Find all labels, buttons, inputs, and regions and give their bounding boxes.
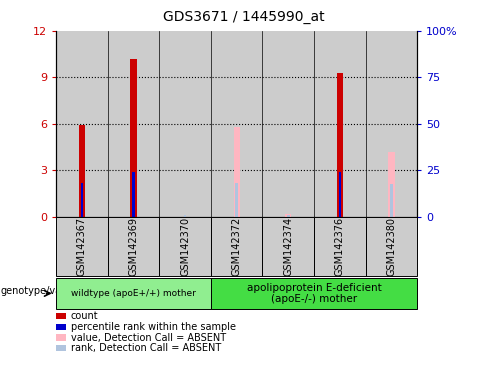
Text: GDS3671 / 1445990_at: GDS3671 / 1445990_at [163,10,325,23]
Text: value, Detection Call = ABSENT: value, Detection Call = ABSENT [71,333,226,343]
Bar [79,126,85,217]
Bar [235,183,238,217]
Bar [366,217,417,276]
Bar [56,217,108,276]
Bar [159,217,211,276]
Text: GSM142367: GSM142367 [77,217,87,276]
Bar [132,172,135,217]
Bar [366,31,417,217]
Text: GSM142369: GSM142369 [128,217,139,276]
Text: genotype/variation: genotype/variation [1,286,94,296]
Bar [56,278,211,309]
Bar [81,183,83,217]
Bar [211,31,263,217]
Bar [211,217,263,276]
Text: wildtype (apoE+/+) mother: wildtype (apoE+/+) mother [71,289,196,298]
Text: GSM142372: GSM142372 [232,217,242,276]
Bar [388,152,394,217]
Bar [56,334,66,341]
Bar [56,324,66,330]
Bar [56,313,66,319]
Bar [390,184,393,217]
Bar [314,31,366,217]
Text: GSM142370: GSM142370 [180,217,190,276]
Text: count: count [71,311,99,321]
Bar [211,278,417,309]
Text: apolipoprotein E-deficient
(apoE-/-) mother: apolipoprotein E-deficient (apoE-/-) mot… [247,283,382,304]
Text: GSM142376: GSM142376 [335,217,345,276]
Bar [159,31,211,217]
Bar [184,215,186,217]
Bar [337,73,343,217]
Bar [108,31,159,217]
Text: rank, Detection Call = ABSENT: rank, Detection Call = ABSENT [71,343,221,353]
Bar [314,217,366,276]
Text: GSM142380: GSM142380 [386,217,396,276]
Bar [234,127,240,217]
Bar [56,31,108,217]
Text: GSM142374: GSM142374 [283,217,293,276]
Bar [339,172,341,217]
Bar [285,214,291,217]
Bar [287,215,289,217]
Bar [263,217,314,276]
Bar [56,345,66,351]
Bar [108,217,159,276]
Text: percentile rank within the sample: percentile rank within the sample [71,322,236,332]
Bar [263,31,314,217]
Bar [130,59,137,217]
